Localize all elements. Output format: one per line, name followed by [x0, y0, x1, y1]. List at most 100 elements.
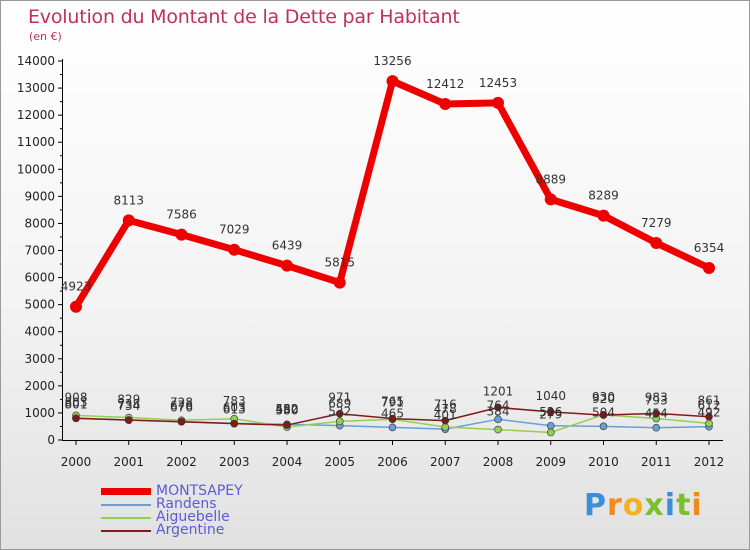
data-label: 920 — [592, 392, 615, 406]
data-point — [72, 414, 80, 423]
y-tick-label: 11000 — [17, 135, 55, 149]
data-point — [386, 75, 399, 88]
legend-label: Argentine — [156, 522, 225, 538]
logo-letter: i — [691, 488, 703, 523]
legend-label: Randens — [156, 496, 217, 512]
data-point — [124, 416, 133, 424]
data-label: 526 — [539, 405, 562, 419]
data-label: 12453 — [479, 76, 517, 90]
data-point — [388, 423, 397, 432]
data-label: 908 — [65, 390, 88, 404]
data-point — [494, 403, 502, 412]
y-tick-label: 0 — [47, 433, 55, 447]
data-point — [333, 276, 346, 289]
logo-letter: x — [644, 488, 665, 523]
legend-label: Aiguebelle — [156, 509, 230, 525]
legend-item-randens: Randens — [101, 496, 361, 512]
data-label: 728 — [170, 395, 193, 409]
data-point — [175, 228, 188, 241]
data-label: 480 — [276, 402, 299, 416]
data-point — [122, 214, 135, 227]
data-point — [546, 421, 555, 430]
legend: MONTSAPEY Randens Aiguebelle Argentine — [101, 483, 361, 538]
data-point — [177, 417, 186, 426]
data-label: 401 — [434, 408, 457, 422]
data-label: 765 — [381, 394, 404, 408]
data-label: 13256 — [373, 54, 411, 68]
data-label: 612 — [698, 398, 721, 412]
data-point — [388, 414, 397, 423]
data-label: 603 — [223, 401, 246, 415]
data-point — [597, 209, 610, 222]
data-label: 552 — [276, 402, 299, 416]
x-tick-label: 2008 — [483, 455, 514, 469]
data-point — [546, 428, 555, 437]
y-tick-label: 8000 — [24, 216, 55, 230]
data-point — [494, 425, 502, 434]
y-tick-label: 10000 — [17, 162, 55, 176]
y-tick-label: 5000 — [24, 298, 55, 312]
data-label: 504 — [592, 405, 615, 419]
data-point — [599, 411, 608, 419]
y-tick-label: 4000 — [24, 325, 55, 339]
data-point — [705, 412, 713, 421]
logo-letter: i — [664, 488, 677, 523]
data-label: 7029 — [219, 223, 250, 237]
data-label: 580 — [276, 403, 299, 417]
data-label: 465 — [381, 406, 404, 420]
x-tick-label: 2007 — [430, 455, 461, 469]
chart-title: Evolution du Montant de la Dette par Hab… — [28, 6, 460, 28]
data-point — [441, 423, 450, 431]
data-point — [494, 415, 502, 424]
legend-label: MONTSAPEY — [156, 483, 243, 499]
y-tick-label: 12000 — [17, 108, 55, 122]
y-tick-label: 6000 — [24, 271, 55, 285]
x-tick-label: 2011 — [641, 455, 672, 469]
data-point — [703, 261, 715, 274]
x-tick-label: 2003 — [219, 455, 250, 469]
data-point — [335, 409, 344, 418]
legend-item-aiguebelle: Aiguebelle — [101, 509, 361, 525]
data-label: 791 — [381, 396, 404, 410]
x-tick-label: 2012 — [694, 455, 725, 469]
data-point — [705, 419, 713, 428]
x-tick-label: 2010 — [588, 455, 619, 469]
y-tick-label: 9000 — [24, 189, 55, 203]
x-tick-label: 2004 — [272, 455, 303, 469]
y-tick-label: 13000 — [17, 81, 55, 95]
data-label: 492 — [698, 406, 721, 420]
data-label: 6354 — [694, 241, 725, 255]
data-label: 384 — [487, 405, 510, 419]
data-label: 716 — [434, 398, 457, 412]
data-label: 793 — [645, 394, 668, 408]
legend-swatch-randens — [101, 504, 151, 506]
logo-letter: r — [607, 488, 623, 523]
data-point — [650, 236, 663, 249]
data-label: 1201 — [483, 384, 514, 398]
x-tick-label: 2006 — [377, 455, 408, 469]
data-label: 4923 — [61, 280, 92, 294]
logo-letter: P — [584, 488, 607, 523]
data-point — [652, 423, 661, 432]
data-label: 279 — [539, 407, 562, 421]
data-label: 613 — [223, 402, 246, 416]
legend-swatch-montsapey — [101, 488, 151, 495]
proxiti-logo: Proxiti — [584, 488, 703, 523]
data-point — [335, 417, 344, 426]
x-tick-label: 2001 — [113, 455, 144, 469]
data-label: 532 — [328, 405, 351, 419]
data-label: 1040 — [535, 389, 566, 403]
data-label: 829 — [117, 393, 140, 407]
data-label: 676 — [170, 401, 193, 415]
data-point — [281, 259, 293, 272]
data-point — [492, 96, 504, 109]
data-label: 971 — [328, 391, 351, 405]
data-point — [599, 422, 608, 431]
data-label: 8289 — [588, 189, 619, 203]
x-tick-label: 2000 — [61, 455, 92, 469]
data-label: 689 — [328, 396, 351, 410]
data-label: 8113 — [113, 193, 144, 207]
data-label: 676 — [170, 399, 193, 413]
data-point — [652, 409, 661, 418]
